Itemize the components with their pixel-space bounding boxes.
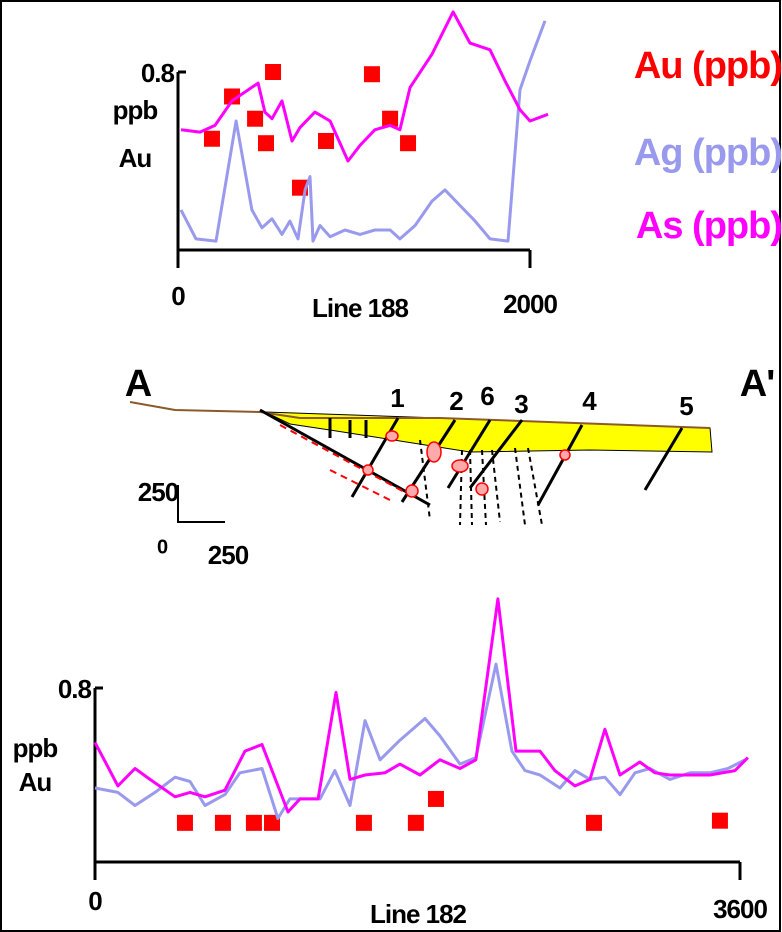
au-point — [203, 130, 220, 147]
x-axis-label: Line 188 — [312, 293, 409, 323]
section-end: A' — [740, 363, 774, 405]
x-tick-label: 2000 — [503, 289, 557, 319]
au-point — [585, 814, 602, 831]
x-tick-label: 0 — [88, 886, 102, 916]
au-point — [224, 88, 241, 105]
drillhole-label: 4 — [582, 386, 597, 416]
y-axis-label: Au — [119, 143, 152, 173]
x-tick-label: 3600 — [713, 894, 767, 924]
au-point — [355, 814, 372, 831]
scale-bar — [177, 485, 225, 523]
legend-entry: Ag (ppb) — [634, 132, 782, 174]
au-point — [427, 790, 444, 807]
y-axis-label: ppb — [113, 95, 158, 125]
au-point — [711, 812, 728, 829]
y-axis-label: ppb — [13, 733, 58, 763]
red-dashed — [279, 424, 411, 501]
series-line — [180, 10, 549, 163]
y-axis-label: Au — [19, 767, 52, 797]
au-point — [176, 814, 193, 831]
au-point — [258, 135, 274, 152]
scale-vertical: 250 — [138, 477, 179, 507]
au-point — [265, 64, 282, 80]
drillhole-label: 5 — [679, 391, 693, 421]
drillhole-label: 6 — [480, 381, 494, 411]
au-point — [382, 110, 399, 127]
x-tick-label: 0 — [171, 281, 185, 311]
au-point — [407, 814, 424, 831]
ore-bodies — [362, 430, 571, 498]
au-point — [214, 814, 231, 831]
y-tick-label: 0.8 — [58, 674, 92, 704]
series-line — [94, 662, 746, 820]
y-tick-label: 0.8 — [141, 58, 175, 88]
legend-entry: As (ppb) — [636, 205, 782, 247]
au-point — [245, 814, 262, 831]
drillhole-label: 2 — [449, 386, 463, 416]
drillhole-label: 1 — [390, 383, 404, 413]
drillhole-label: 3 — [514, 389, 528, 419]
series-line — [93, 597, 749, 814]
x-axis-label: Line 182 — [370, 899, 467, 929]
section-start: A — [125, 363, 152, 405]
cross-section: A A' 1 2 6 3 4 5 250 0 250 — [125, 363, 775, 570]
au-point — [363, 66, 380, 83]
au-point — [247, 110, 264, 127]
legend-entry: Au (ppb) — [634, 45, 782, 87]
au-point — [318, 132, 335, 149]
au-point — [264, 814, 281, 831]
scale-horizontal: 250 — [208, 540, 249, 570]
scale-origin: 0 — [157, 536, 168, 558]
surface — [129, 401, 711, 429]
au-point — [400, 135, 417, 152]
series-line — [179, 20, 547, 243]
